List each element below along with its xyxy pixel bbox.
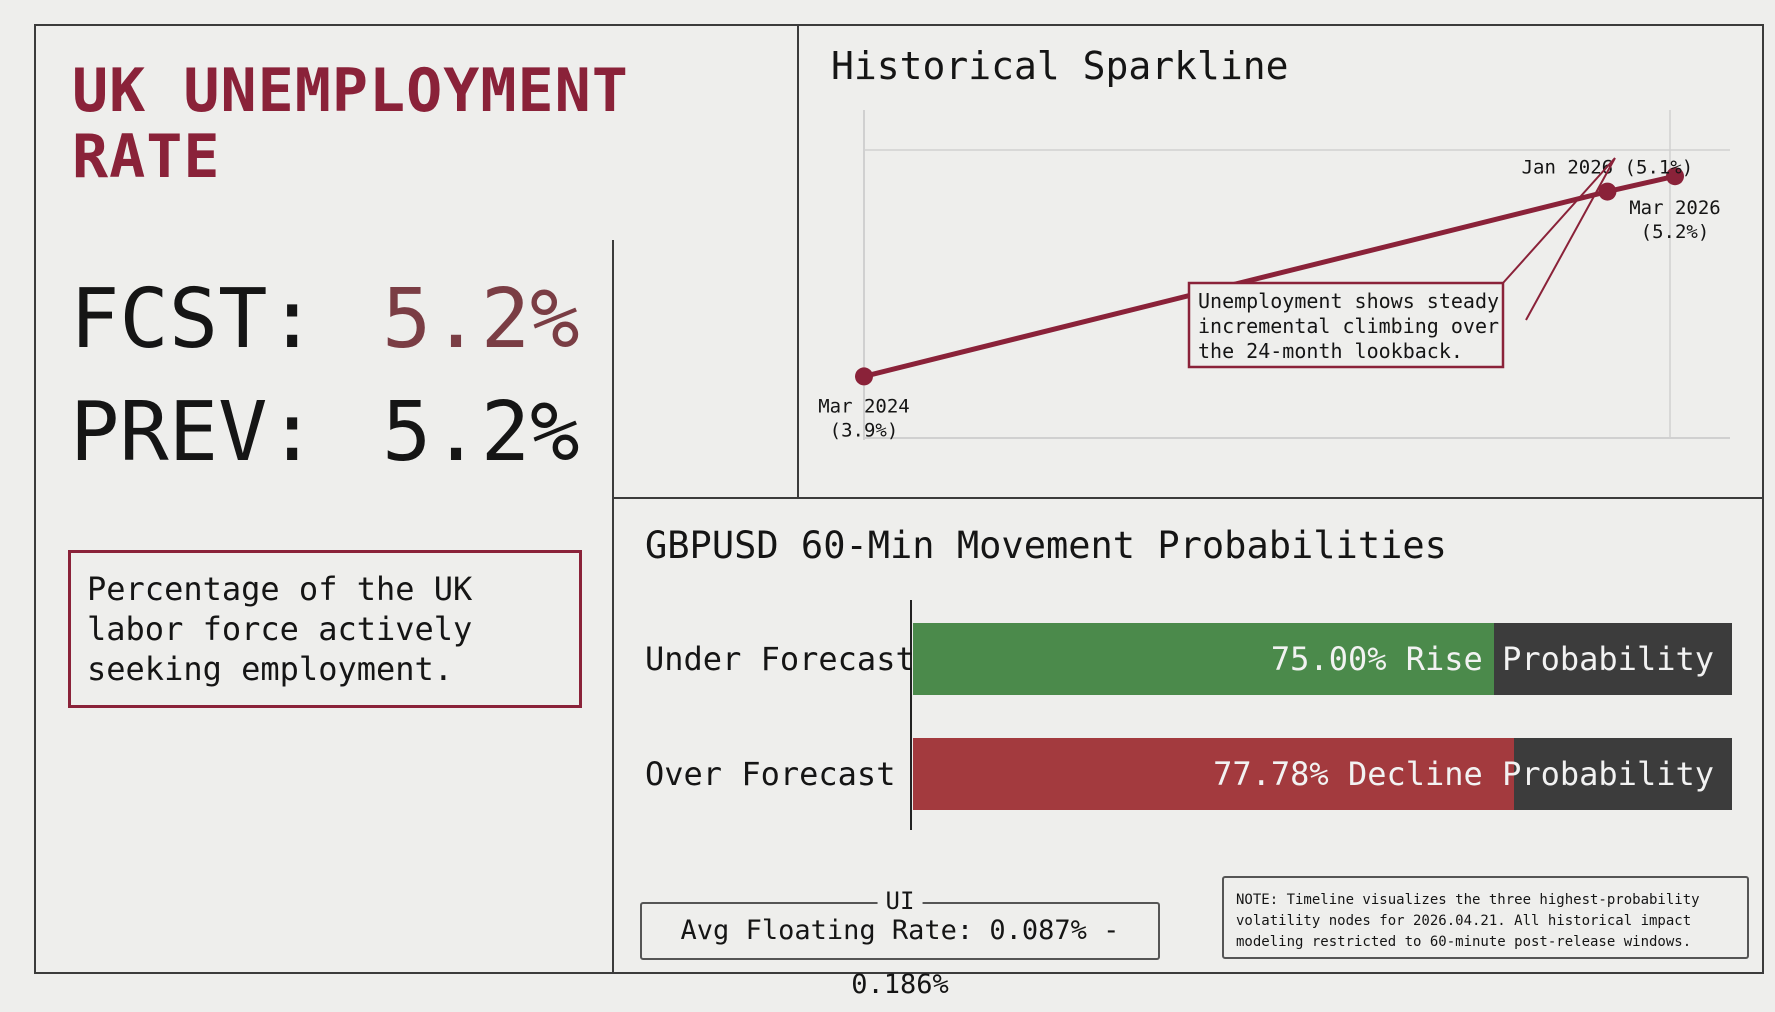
description-box: Percentage of the UK labor force activel… xyxy=(68,550,582,708)
spark-point-label-0-1: (3.9%) xyxy=(830,419,899,440)
probabilities-title: GBPUSD 60-Min Movement Probabilities xyxy=(645,524,1447,567)
spark-point-1 xyxy=(1598,182,1617,201)
sparkline-chart: Mar 2024(3.9%)Jan 2026 (5.1%)Mar 2026(5.… xyxy=(818,110,1730,440)
spark-point-label-2-1: (5.2%) xyxy=(1641,221,1710,243)
note-box: NOTE: Timeline visualizes the three high… xyxy=(1222,876,1749,959)
annotation-line-1: Unemployment shows steady xyxy=(1198,289,1499,313)
sparkline-title: Historical Sparkline xyxy=(831,44,1289,88)
annotation-pointer xyxy=(1502,157,1616,321)
avg-floating-rate-text: Avg Floating Rate: 0.087% - 0.186% xyxy=(680,915,1120,1000)
spark-point-2 xyxy=(1666,167,1684,186)
divider-middle-horizontal xyxy=(612,497,1764,499)
bar-fill-rise xyxy=(913,623,1494,695)
spark-point-label-2-0: Mar 2026 xyxy=(1629,197,1721,219)
bar-under-forecast: 75.00% Rise Probability xyxy=(913,623,1732,695)
previous-value: 5.2% xyxy=(382,385,580,480)
page-title: UK UNEMPLOYMENT RATE xyxy=(72,56,629,192)
bar-over-forecast: 77.78% Decline Probability xyxy=(913,738,1732,810)
forecast-label: FCST: xyxy=(70,272,317,367)
divider-top-vertical xyxy=(797,24,799,498)
rate-box-legend: UI xyxy=(877,888,923,914)
row-label-under-forecast: Under Forecast xyxy=(645,640,915,678)
bar-chart-axis xyxy=(910,600,912,830)
annotation-box xyxy=(1187,281,1505,369)
previous-label: PREV: xyxy=(70,385,317,480)
row-label-over-forecast: Over Forecast xyxy=(645,755,896,793)
annotation-line-3: the 24-month lookback. xyxy=(1198,339,1463,363)
bar-label-decline: 77.78% Decline Probability xyxy=(1213,755,1714,793)
bar-label-rise: 75.00% Rise Probability xyxy=(1270,640,1714,678)
bar-fill-decline xyxy=(913,738,1514,810)
avg-floating-rate-box: UI Avg Floating Rate: 0.087% - 0.186% xyxy=(640,888,1160,1000)
dashboard-frame xyxy=(34,24,1764,974)
spark-point-0 xyxy=(855,367,873,386)
forecast-value: 5.2% xyxy=(382,272,580,367)
divider-main-vertical xyxy=(612,240,614,974)
annotation-line-2: incremental climbing over xyxy=(1198,314,1499,338)
spark-point-label-0-0: Mar 2024 xyxy=(818,395,910,417)
